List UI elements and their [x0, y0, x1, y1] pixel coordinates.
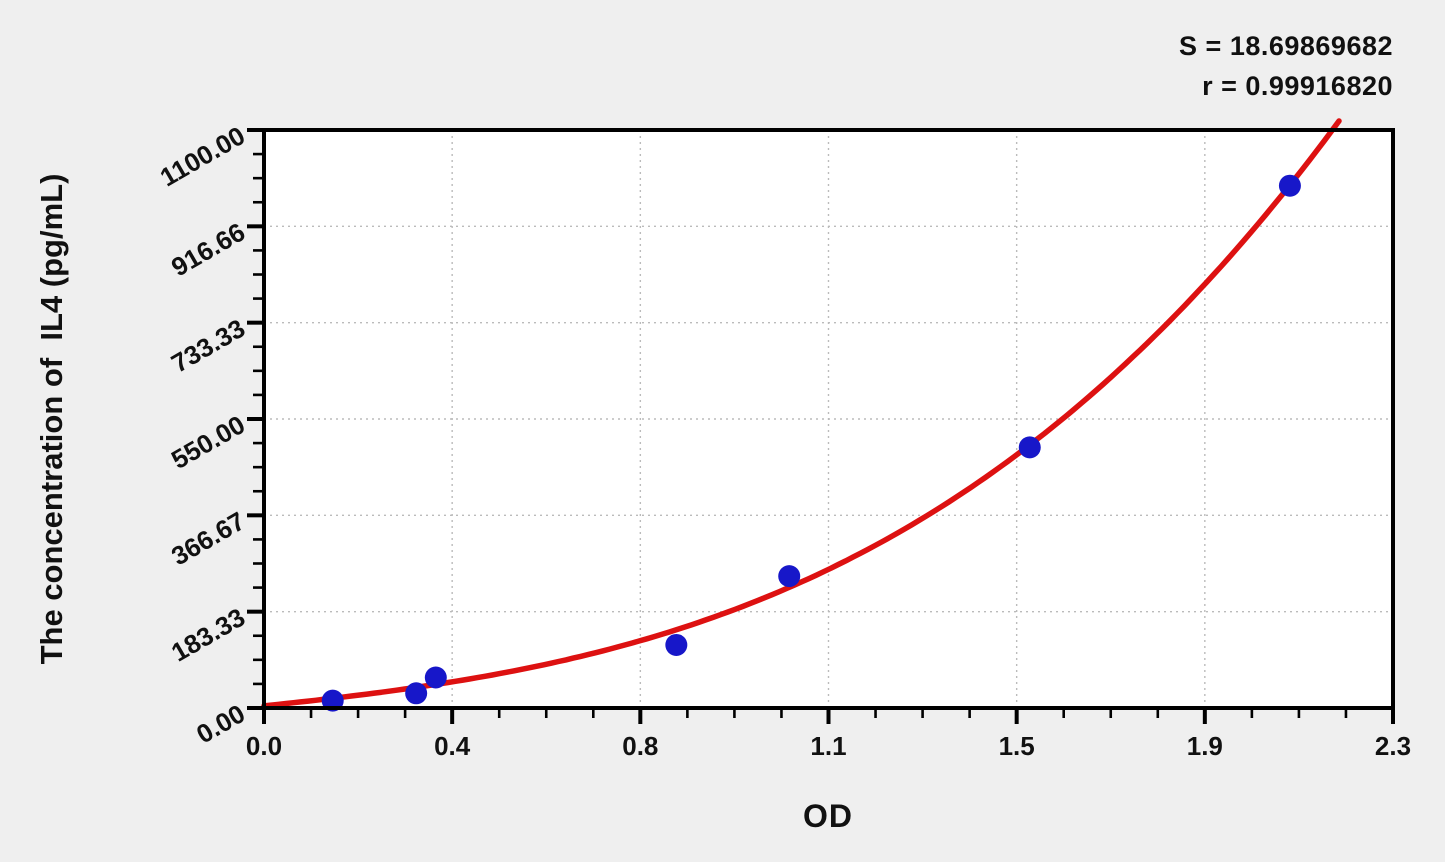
fit-s-value: S = 18.69869682	[1179, 31, 1393, 61]
plot-frame	[262, 128, 1395, 710]
x-axis-title: OD	[803, 798, 853, 834]
data-point	[778, 565, 801, 588]
x-tick-label: 1.5	[999, 731, 1035, 761]
x-tick-label: 1.9	[1187, 731, 1223, 761]
fit-statistics: S = 18.69869682 r = 0.99916820	[893, 26, 1393, 106]
y-tick-label: 916.66	[166, 217, 250, 283]
data-point	[1018, 436, 1041, 459]
data-point	[405, 682, 428, 705]
x-tick-label: 0.4	[434, 731, 471, 761]
y-tick-label: 1100.00	[155, 120, 250, 192]
y-axis-title: The concentration of IL4 (pg/mL)	[34, 173, 69, 665]
y-tick-label: 183.33	[166, 602, 250, 668]
x-tick-label: 2.3	[1375, 731, 1411, 761]
data-point	[665, 633, 688, 656]
y-tick-label: 366.67	[166, 506, 250, 572]
fit-r-value: r = 0.99916820	[1202, 71, 1393, 101]
x-tick-label: 0.0	[246, 731, 282, 761]
y-tick-label: 550.00	[166, 409, 250, 475]
data-point	[424, 666, 447, 689]
data-point	[1278, 174, 1301, 197]
y-tick-label: 0.00	[191, 698, 250, 749]
x-tick-label: 0.8	[622, 731, 658, 761]
y-tick-label: 733.33	[166, 313, 250, 379]
x-tick-label: 1.1	[810, 731, 846, 761]
